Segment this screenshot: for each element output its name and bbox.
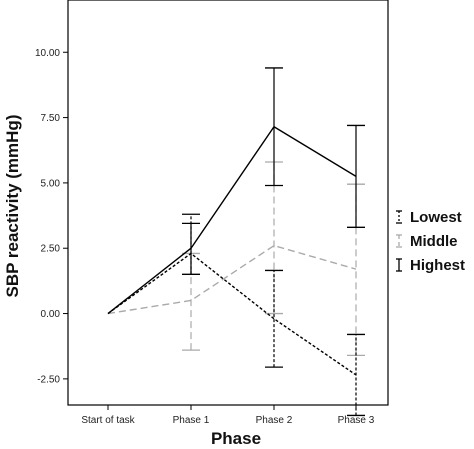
- series-highest: [107, 67, 365, 315]
- y-tick-label: 0.00: [41, 309, 61, 320]
- legend-label: Middle: [410, 233, 458, 250]
- x-tick-label: Phase 2: [256, 415, 293, 426]
- x-tick-label: Start of task: [81, 415, 135, 426]
- error-bar: [265, 67, 283, 187]
- plot-frame: [67, 0, 389, 406]
- series-line: [107, 125, 357, 315]
- legend: Lowest Middle Highest: [396, 209, 465, 274]
- y-tick-label: 10.00: [35, 48, 60, 59]
- legend-item-highest: Highest: [396, 257, 465, 274]
- legend-label: Lowest: [410, 209, 462, 226]
- x-tick-label: Phase 1: [173, 415, 210, 426]
- error-bar: [347, 124, 365, 228]
- legend-item-lowest: Lowest: [396, 209, 462, 226]
- series-line: [107, 252, 357, 376]
- error-bar: [347, 333, 365, 417]
- series-layer: [107, 67, 365, 417]
- error-bar: [182, 222, 200, 276]
- y-tick-label: 7.50: [41, 113, 61, 124]
- series-line: [107, 244, 357, 315]
- axes: -2.50 0.00 2.50 5.00 7.50 10.00 Start of task P…: [35, 0, 389, 426]
- y-axis-title: SBP reactivity (mmHg): [3, 115, 22, 298]
- legend-item-middle: Middle: [396, 233, 458, 250]
- error-bar: [265, 269, 283, 368]
- x-axis-title: Phase: [211, 429, 261, 448]
- series-middle: [107, 161, 365, 357]
- y-tick-label: 2.50: [41, 244, 61, 255]
- x-tick-label: Phase 3: [338, 415, 375, 426]
- y-tick-label: -2.50: [37, 374, 60, 385]
- series-lowest: [107, 213, 365, 417]
- y-tick-label: 5.00: [41, 178, 61, 189]
- legend-label: Highest: [410, 257, 465, 274]
